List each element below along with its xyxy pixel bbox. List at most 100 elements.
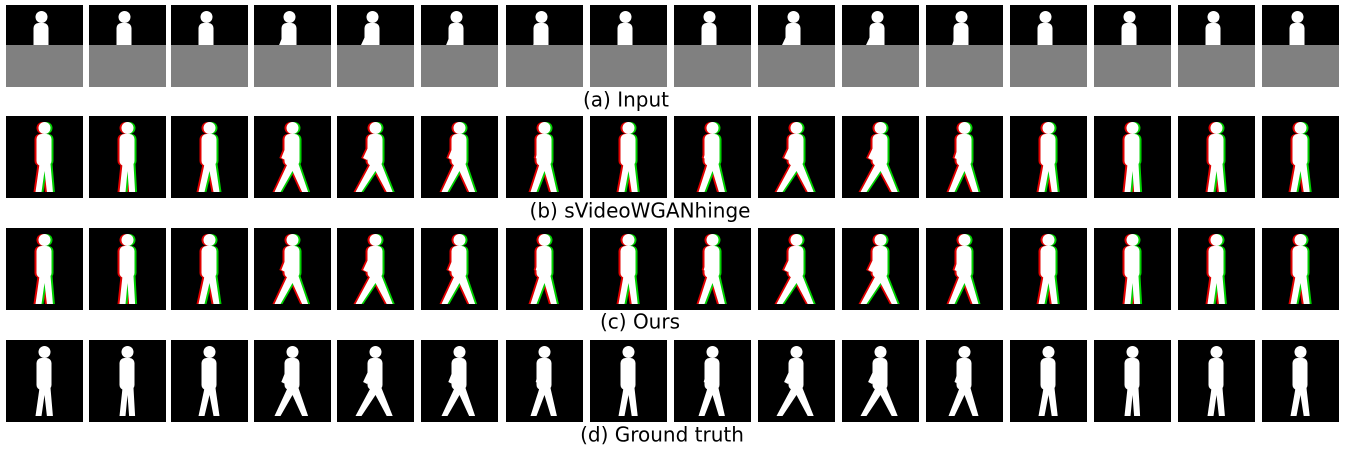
head	[791, 346, 803, 358]
head	[204, 346, 216, 358]
head	[1127, 234, 1139, 246]
caption: (d) Ground truth	[580, 423, 744, 447]
head	[370, 346, 382, 358]
head	[370, 234, 382, 246]
head	[620, 11, 632, 23]
head	[707, 346, 719, 358]
head	[122, 234, 134, 246]
frame	[758, 228, 835, 310]
head	[1211, 346, 1223, 358]
head	[1124, 11, 1136, 23]
head	[122, 346, 134, 358]
frame	[421, 228, 498, 310]
head	[1295, 234, 1307, 246]
head	[1127, 346, 1139, 358]
mask	[590, 45, 667, 87]
head	[1040, 11, 1052, 23]
mask	[337, 45, 414, 87]
frame	[842, 116, 919, 198]
head	[623, 346, 635, 358]
mask	[254, 45, 331, 87]
frame	[337, 116, 414, 198]
head	[707, 234, 719, 246]
frame	[6, 5, 83, 87]
head	[204, 122, 216, 134]
mask	[6, 45, 83, 87]
frame	[1178, 340, 1255, 422]
caption: (a) Input	[583, 88, 669, 112]
frame	[1010, 340, 1087, 422]
frame	[926, 228, 1003, 310]
head	[956, 11, 968, 23]
mask	[1094, 45, 1171, 87]
head	[287, 122, 299, 134]
frame	[89, 340, 166, 422]
frame	[421, 116, 498, 198]
mask	[1010, 45, 1087, 87]
head	[623, 234, 635, 246]
frame	[590, 228, 667, 310]
frame	[1094, 116, 1171, 198]
head	[284, 11, 296, 23]
head	[36, 11, 48, 23]
head	[367, 11, 379, 23]
head	[1211, 234, 1223, 246]
frame	[674, 340, 751, 422]
frame	[1094, 228, 1171, 310]
caption: (b) sVideoWGANhinge	[530, 199, 751, 223]
frame	[89, 116, 166, 198]
frame	[89, 5, 166, 87]
head	[539, 234, 551, 246]
frame	[926, 340, 1003, 422]
frame	[1094, 5, 1171, 87]
frame	[89, 228, 166, 310]
head	[39, 234, 51, 246]
head	[536, 11, 548, 23]
head	[872, 11, 884, 23]
frame	[506, 116, 583, 198]
head	[1043, 234, 1055, 246]
frame	[506, 5, 583, 87]
frame	[337, 228, 414, 310]
head	[875, 234, 887, 246]
mask	[89, 45, 166, 87]
mask	[1262, 45, 1339, 87]
frame	[926, 116, 1003, 198]
frame	[171, 5, 248, 87]
head	[539, 346, 551, 358]
mask	[1178, 45, 1255, 87]
frame	[337, 5, 414, 87]
frame	[758, 340, 835, 422]
frame	[1010, 116, 1087, 198]
head	[539, 122, 551, 134]
frame	[254, 228, 331, 310]
frame	[171, 228, 248, 310]
head	[959, 122, 971, 134]
frame	[590, 5, 667, 87]
frame	[171, 340, 248, 422]
frame	[6, 116, 83, 198]
frame	[758, 116, 835, 198]
frame	[506, 228, 583, 310]
mask	[171, 45, 248, 87]
head	[1127, 122, 1139, 134]
frame	[1178, 228, 1255, 310]
head	[704, 11, 716, 23]
head	[959, 234, 971, 246]
frame	[1262, 228, 1339, 310]
head	[791, 234, 803, 246]
frame	[842, 5, 919, 87]
head	[1295, 122, 1307, 134]
frame	[1262, 5, 1339, 87]
mask	[842, 45, 919, 87]
frame	[1010, 228, 1087, 310]
head	[454, 234, 466, 246]
frame	[254, 340, 331, 422]
frame	[171, 116, 248, 198]
head	[1043, 122, 1055, 134]
frame	[842, 228, 919, 310]
frame	[842, 340, 919, 422]
head	[287, 346, 299, 358]
head	[1295, 346, 1307, 358]
head	[1292, 11, 1304, 23]
